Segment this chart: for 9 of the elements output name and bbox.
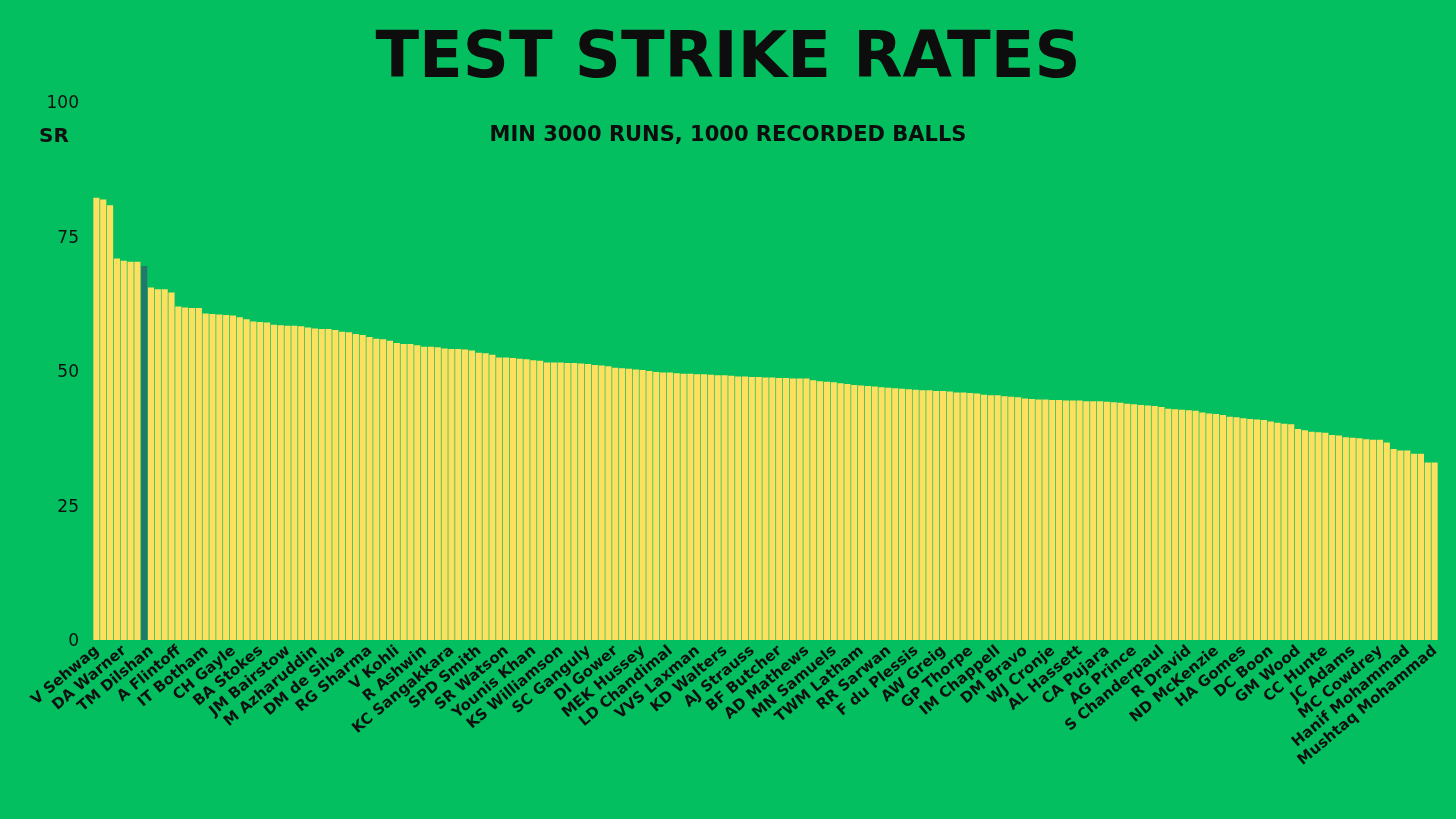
y-axis-title: SR	[39, 123, 69, 147]
y-tick-label: 0	[68, 630, 79, 650]
y-tick-label: 50	[57, 361, 79, 381]
text: MIN 3000 RUNS, 1000 RECORDED BALLS	[489, 121, 967, 146]
y-tick-label: 25	[57, 495, 79, 516]
y-tick-label: 75	[57, 226, 79, 247]
chart-title: TEST STRIKE RATES	[375, 18, 1081, 92]
y-tick-label: 100	[46, 92, 79, 112]
bar	[141, 266, 148, 640]
